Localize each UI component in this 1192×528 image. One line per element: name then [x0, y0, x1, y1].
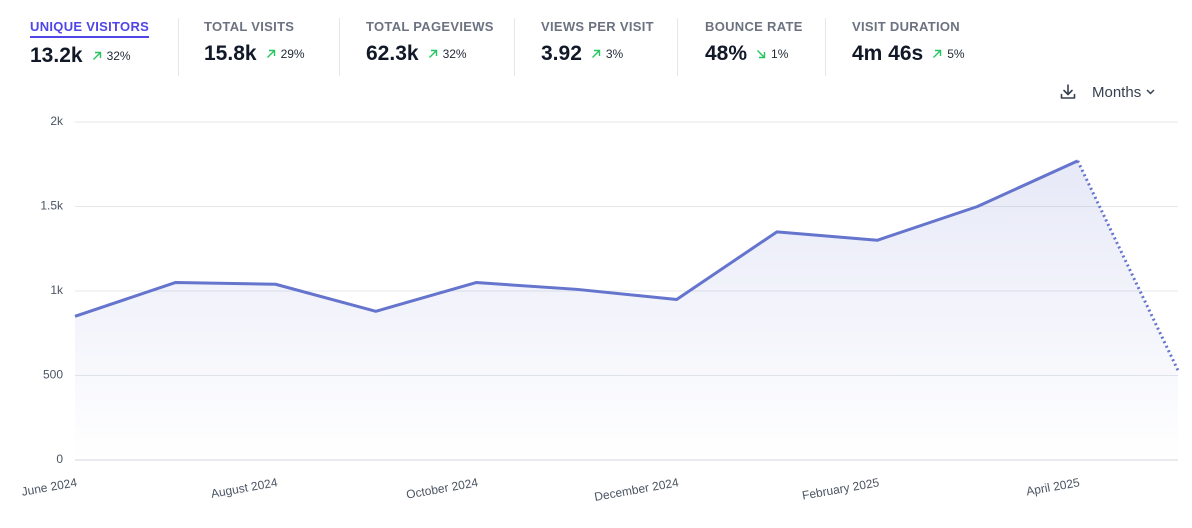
line	[74, 159, 1079, 318]
trend-arrow	[933, 49, 942, 58]
metric[interactable]: VIEWS PER VISIT 3.92 3%	[541, 18, 654, 76]
y-tick-label: 2k	[50, 114, 64, 128]
metric-value: 3.92	[541, 42, 582, 65]
metric[interactable]: UNIQUE VISITORS 13.2k 32%	[30, 18, 150, 76]
metric-value: 62.3k	[366, 42, 419, 65]
metric-change-value: 3%	[605, 47, 624, 61]
download-icon[interactable]	[1058, 82, 1078, 102]
metric-value: 13.2k	[30, 44, 83, 67]
metric-value: 4m 46s	[852, 42, 924, 65]
controls: Months	[1058, 80, 1159, 104]
metric-separator	[339, 18, 340, 76]
x-tick-label: August 2024	[210, 475, 279, 501]
metric-change: 29%	[265, 47, 305, 61]
metric-value: 15.8k	[204, 42, 257, 65]
metric-label: BOUNCE RATE	[705, 19, 803, 34]
metric-separator	[825, 18, 826, 76]
x-tick-label: February 2025	[801, 475, 881, 502]
y-tick-label: 1.5k	[40, 199, 64, 213]
metric[interactable]: TOTAL PAGEVIEWS 62.3k 32%	[366, 18, 494, 76]
chevron	[1146, 89, 1155, 95]
metric-separator	[178, 18, 179, 76]
metric-row: 48% 1%	[705, 42, 803, 66]
metric-change: 5%	[931, 47, 965, 61]
metric-change: 32%	[91, 49, 131, 63]
y-tick-label: 1k	[50, 283, 64, 297]
interval-picker[interactable]: Months	[1092, 84, 1159, 101]
metric-label: TOTAL VISITS	[204, 19, 295, 34]
metric-row: 4m 46s 5%	[852, 42, 965, 66]
metric-label: VIEWS PER VISIT	[541, 19, 654, 34]
x-tick-label: October 2024	[405, 475, 479, 501]
y-tick-label: 500	[43, 368, 63, 382]
metric-change-value: 32%	[442, 47, 467, 61]
interval-label: Months	[1092, 83, 1142, 101]
area	[75, 160, 1178, 460]
metric[interactable]: TOTAL VISITS 15.8k 29%	[204, 18, 305, 76]
metric-row: 15.8k 29%	[204, 42, 305, 66]
metric-change-value: 5%	[947, 47, 965, 61]
metric[interactable]: BOUNCE RATE 48% 1%	[705, 18, 803, 76]
x-tick-label: December 2024	[593, 475, 680, 504]
x-tick-label: June 2024	[20, 475, 78, 499]
trend-arrow	[266, 49, 275, 58]
metric-change: 1%	[755, 47, 788, 61]
metric-change: 32%	[427, 47, 467, 61]
metric-change: 3%	[590, 47, 623, 61]
metric-row: 3.92 3%	[541, 42, 654, 66]
trend-arrow	[591, 49, 601, 58]
line-incomplete	[1076, 160, 1180, 372]
metric-change-value: 29%	[280, 47, 305, 61]
metric-separator	[514, 18, 515, 76]
metric[interactable]: VISIT DURATION 4m 46s 5%	[852, 18, 965, 76]
x-tick-label: April 2025	[1025, 475, 1081, 498]
metric-label: VISIT DURATION	[852, 19, 960, 34]
metric-row: 13.2k 32%	[30, 44, 149, 68]
metric-row: 62.3k 32%	[366, 42, 494, 66]
metric-change-value: 1%	[771, 47, 789, 61]
metric-value: 48%	[705, 42, 748, 65]
metric-label: TOTAL PAGEVIEWS	[366, 19, 494, 34]
metric-separator	[677, 18, 678, 76]
metric-label: UNIQUE VISITORS	[30, 19, 150, 38]
y-tick-label: 0	[56, 452, 63, 466]
metrics-bar: UNIQUE VISITORS 13.2k 32% TOTAL VISITS 15.8k…	[0, 0, 1192, 80]
trend-arrow	[428, 49, 437, 58]
trend-arrow	[92, 51, 101, 60]
trend-arrow	[757, 50, 766, 59]
metric-change-value: 32%	[106, 49, 131, 63]
